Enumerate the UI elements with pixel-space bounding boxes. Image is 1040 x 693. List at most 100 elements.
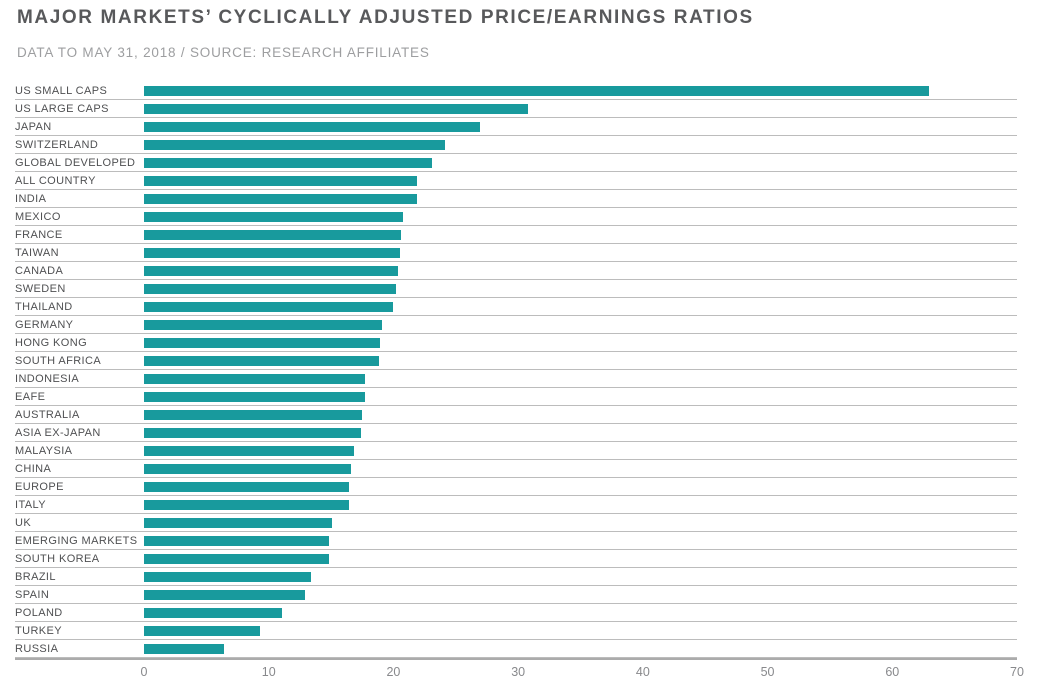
row-label: MALAYSIA <box>15 444 73 457</box>
chart-subtitle: DATA TO MAY 31, 2018 / SOURCE: RESEARCH … <box>17 45 430 60</box>
bar <box>144 302 394 312</box>
row-label: US SMALL CAPS <box>15 84 108 97</box>
bar <box>144 410 363 420</box>
row-label: INDONESIA <box>15 372 80 385</box>
row-label: SPAIN <box>15 588 50 601</box>
row-label: TAIWAN <box>15 246 59 259</box>
bar <box>144 122 480 132</box>
chart-row: BRAZIL <box>15 568 1017 586</box>
chart-row: ALL COUNTRY <box>15 172 1017 190</box>
chart-row: ITALY <box>15 496 1017 514</box>
chart-row: MEXICO <box>15 208 1017 226</box>
chart-row: CHINA <box>15 460 1017 478</box>
bar <box>144 464 351 474</box>
row-label: CHINA <box>15 462 52 475</box>
chart-row: EUROPE <box>15 478 1017 496</box>
chart-row: SWEDEN <box>15 280 1017 298</box>
row-label: GERMANY <box>15 318 74 331</box>
chart-row: JAPAN <box>15 118 1017 136</box>
bar <box>144 446 354 456</box>
row-label: CANADA <box>15 264 64 277</box>
chart-row: SWITZERLAND <box>15 136 1017 154</box>
row-label: GLOBAL DEVELOPED <box>15 156 136 169</box>
row-label: BRAZIL <box>15 570 56 583</box>
bar <box>144 518 333 528</box>
bar <box>144 212 404 222</box>
row-label: SWITZERLAND <box>15 138 99 151</box>
row-label: US LARGE CAPS <box>15 102 109 115</box>
row-label: SWEDEN <box>15 282 66 295</box>
chart-row: UK <box>15 514 1017 532</box>
chart-row: CANADA <box>15 262 1017 280</box>
bar <box>144 608 283 618</box>
chart-row: INDIA <box>15 190 1017 208</box>
bar <box>144 284 396 294</box>
row-label: UK <box>15 516 32 529</box>
bar-chart: US SMALL CAPS US LARGE CAPS JAPAN SWITZERLA… <box>15 82 1017 658</box>
bar <box>144 230 401 240</box>
x-tick-label: 60 <box>885 665 900 679</box>
chart-row: HONG KONG <box>15 334 1017 352</box>
bar <box>144 554 329 564</box>
bar <box>144 374 365 384</box>
chart-row: SOUTH AFRICA <box>15 352 1017 370</box>
bar <box>144 572 312 582</box>
bar <box>144 176 418 186</box>
bar <box>144 248 400 258</box>
chart-row: THAILAND <box>15 298 1017 316</box>
row-label: RUSSIA <box>15 642 59 655</box>
bar <box>144 86 929 96</box>
chart-row: SPAIN <box>15 586 1017 604</box>
row-label: FRANCE <box>15 228 63 241</box>
x-tick-label: 0 <box>140 665 148 679</box>
bar <box>144 500 349 510</box>
bar <box>144 104 529 114</box>
bar <box>144 626 260 636</box>
bar <box>144 428 361 438</box>
chart-row: US SMALL CAPS <box>15 82 1017 100</box>
chart-row: AUSTRALIA <box>15 406 1017 424</box>
row-label: JAPAN <box>15 120 52 133</box>
x-axis: 0 10 20 30 40 50 60 70 <box>0 665 1040 685</box>
bar <box>144 320 383 330</box>
row-label: SOUTH AFRICA <box>15 354 102 367</box>
chart-row: ASIA EX-JAPAN <box>15 424 1017 442</box>
chart-row: TAIWAN <box>15 244 1017 262</box>
chart-row: US LARGE CAPS <box>15 100 1017 118</box>
row-label: INDIA <box>15 192 47 205</box>
bar <box>144 482 349 492</box>
row-label: ITALY <box>15 498 46 511</box>
chart-row: INDONESIA <box>15 370 1017 388</box>
chart-row: TURKEY <box>15 622 1017 640</box>
chart-row: GERMANY <box>15 316 1017 334</box>
row-label: EUROPE <box>15 480 64 493</box>
bar <box>144 338 380 348</box>
row-label: EAFE <box>15 390 46 403</box>
x-tick-label: 30 <box>511 665 526 679</box>
bar <box>144 356 379 366</box>
x-tick-label: 70 <box>1010 665 1024 679</box>
chart-row: EAFE <box>15 388 1017 406</box>
row-label: MEXICO <box>15 210 61 223</box>
row-label: AUSTRALIA <box>15 408 80 421</box>
page-title: MAJOR MARKETS’ CYCLICALLY ADJUSTED PRICE… <box>17 7 754 28</box>
bar <box>144 194 418 204</box>
chart-row: MALAYSIA <box>15 442 1017 460</box>
bar <box>144 266 399 276</box>
row-label: EMERGING MARKETS <box>15 534 138 547</box>
row-label: ASIA EX-JAPAN <box>15 426 101 439</box>
x-tick-label: 10 <box>261 665 276 679</box>
row-label: THAILAND <box>15 300 73 313</box>
bar <box>144 536 329 546</box>
chart-row: GLOBAL DEVELOPED <box>15 154 1017 172</box>
chart-row: POLAND <box>15 604 1017 622</box>
x-axis-line <box>15 658 1017 660</box>
chart-row: RUSSIA <box>15 640 1017 658</box>
bar <box>144 590 305 600</box>
x-tick-label: 50 <box>760 665 775 679</box>
x-tick-label: 40 <box>635 665 650 679</box>
chart-row: FRANCE <box>15 226 1017 244</box>
row-label: HONG KONG <box>15 336 88 349</box>
row-label: SOUTH KOREA <box>15 552 100 565</box>
